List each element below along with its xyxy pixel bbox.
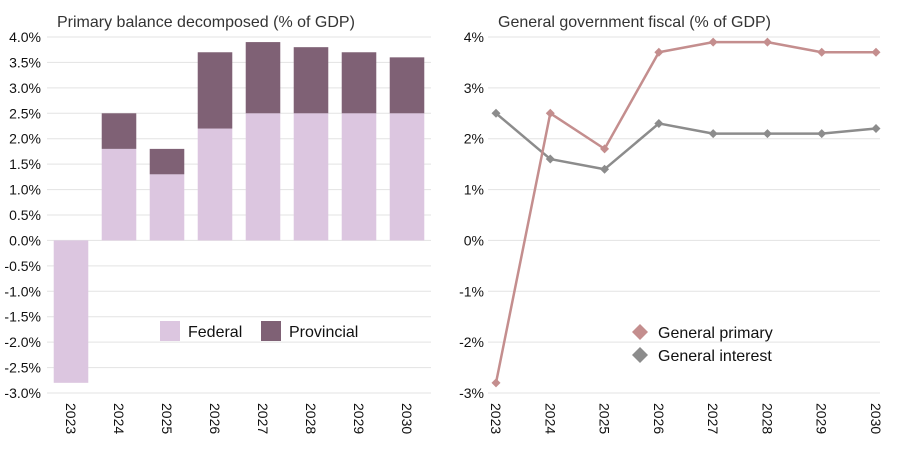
x-tick-label: 2024	[542, 403, 558, 434]
x-tick-label: 2027	[705, 403, 721, 434]
series-general-primary	[491, 37, 881, 388]
x-tick-label: 2030	[399, 403, 415, 434]
x-axis-tick-labels: 2023 2024 2025 2026 2027 2028 2029 2030	[488, 403, 884, 434]
bar-federal-2025	[149, 174, 185, 241]
legend: Federal Provincial	[160, 321, 358, 341]
x-tick-label: 2030	[868, 403, 884, 434]
point-general-interest-2027	[708, 129, 718, 139]
legend-label-provincial: Provincial	[289, 324, 358, 341]
y-axis-tick-labels: 4% 3% 2% 1% 0% -1% -2% -3%	[459, 29, 484, 401]
bar-provincial-2026	[197, 52, 233, 129]
bar-federal-2028	[293, 113, 329, 241]
bar-provincial-2024	[101, 113, 137, 149]
x-tick-label: 2023	[63, 403, 79, 434]
point-general-primary-2029	[817, 47, 827, 57]
bars	[53, 42, 425, 383]
x-tick-label: 2023	[488, 403, 504, 434]
point-general-interest-2026	[654, 118, 664, 128]
bar-federal-2023	[53, 240, 89, 383]
y-tick-label: 2.5%	[9, 105, 41, 121]
bar-provincial-2028	[293, 47, 329, 114]
x-tick-label: 2026	[207, 403, 223, 434]
point-general-interest-2030	[871, 124, 881, 134]
legend: General primary General interest	[632, 324, 773, 365]
legend-swatch-provincial	[261, 321, 281, 341]
y-tick-label: 2%	[464, 131, 484, 147]
legend-label-general-interest: General interest	[658, 348, 772, 365]
y-tick-label: 3.5%	[9, 54, 41, 70]
series-lines	[491, 37, 881, 388]
legend-label-general-primary: General primary	[658, 325, 773, 342]
x-tick-label: 2028	[303, 403, 319, 434]
y-tick-label: 0.5%	[9, 207, 41, 223]
x-tick-label: 2027	[255, 403, 271, 434]
y-tick-label: -2.0%	[4, 334, 41, 350]
y-tick-label: 1%	[464, 182, 484, 198]
bar-federal-2029	[341, 113, 377, 241]
y-tick-label: 3%	[464, 80, 484, 96]
legend-swatch-federal	[160, 321, 180, 341]
bar-chart-primary-balance: Primary balance decomposed (% of GDP) 4.…	[4, 14, 431, 434]
x-tick-label: 2025	[597, 403, 613, 434]
point-general-primary-2028	[762, 37, 772, 47]
y-tick-label: 0.0%	[9, 232, 41, 248]
bar-provincial-2030	[389, 57, 425, 114]
point-general-primary-2026	[654, 47, 664, 57]
point-general-interest-2029	[817, 129, 827, 139]
point-general-primary-2030	[871, 47, 881, 57]
legend-label-federal: Federal	[188, 324, 242, 341]
x-tick-label: 2025	[159, 403, 175, 434]
point-general-interest-2024	[545, 154, 555, 164]
y-tick-label: 1.5%	[9, 156, 41, 172]
y-tick-label: -2.5%	[4, 360, 41, 376]
line-general-primary	[494, 40, 876, 384]
y-tick-label: -3.0%	[4, 385, 41, 401]
x-axis-tick-labels: 2023 2024 2025 2026 2027 2028 2029 2030	[63, 403, 415, 434]
y-tick-label: 0%	[464, 232, 484, 248]
chart-title: General government fiscal (% of GDP)	[498, 14, 771, 31]
point-general-primary-2025	[600, 144, 610, 154]
point-general-interest-2025	[600, 164, 610, 174]
bar-federal-2026	[197, 128, 233, 241]
legend-marker-general-interest	[632, 347, 648, 363]
y-tick-label: 4.0%	[9, 29, 41, 45]
chart-title: Primary balance decomposed (% of GDP)	[57, 14, 355, 31]
y-tick-label: -0.5%	[4, 258, 41, 274]
gridlines	[488, 36, 880, 394]
point-general-interest-2028	[762, 129, 772, 139]
point-general-primary-2027	[708, 37, 718, 47]
bar-federal-2027	[245, 113, 281, 241]
legend-marker-general-primary	[632, 324, 648, 340]
y-tick-label: -1.5%	[4, 309, 41, 325]
point-general-primary-2024	[545, 108, 555, 118]
x-tick-label: 2024	[111, 403, 127, 434]
x-tick-label: 2029	[351, 403, 367, 434]
line-general-interest	[495, 112, 877, 171]
point-general-primary-2023	[491, 378, 501, 388]
point-general-interest-2023	[491, 108, 501, 118]
bar-provincial-2027	[245, 42, 281, 114]
y-tick-label: 1.0%	[9, 182, 41, 198]
y-tick-label: -2%	[459, 334, 484, 350]
x-tick-label: 2026	[651, 403, 667, 434]
y-tick-label: -1%	[459, 283, 484, 299]
line-chart-general-government: General government fiscal (% of GDP) 4% 3…	[459, 14, 884, 434]
bar-federal-2024	[101, 148, 137, 241]
x-tick-label: 2028	[759, 403, 775, 434]
y-axis-tick-labels: 4.0% 3.5% 3.0% 2.5% 2.0% 1.5% 1.0% 0.5% 0.0% -0.5…	[4, 29, 41, 401]
bar-provincial-2029	[341, 52, 377, 114]
y-tick-label: 3.0%	[9, 80, 41, 96]
y-tick-label: -1.0%	[4, 283, 41, 299]
y-tick-label: -3%	[459, 385, 484, 401]
bar-federal-2030	[389, 113, 425, 241]
bar-provincial-2025	[149, 148, 185, 175]
y-tick-label: 4%	[464, 29, 484, 45]
series-general-interest	[491, 108, 881, 174]
x-tick-label: 2029	[814, 403, 830, 434]
y-tick-label: 2.0%	[9, 131, 41, 147]
